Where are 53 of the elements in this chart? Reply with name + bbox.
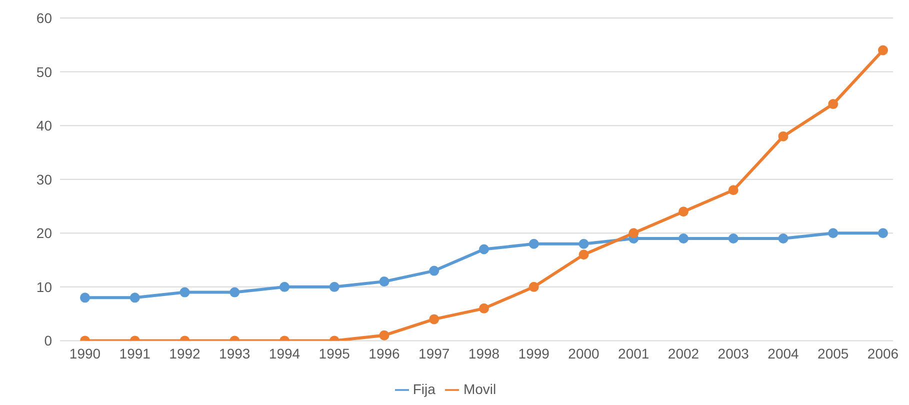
legend-label: Fija: [412, 380, 436, 397]
point: [678, 206, 688, 217]
point: [329, 282, 340, 292]
point: [528, 238, 539, 249]
point: [778, 131, 788, 142]
point: [628, 228, 639, 238]
point: [578, 250, 589, 260]
x-tick-label: 2000: [568, 346, 600, 362]
point: [778, 234, 788, 244]
x-tick-label: 2004: [768, 346, 800, 362]
x-tick-label: 1997: [418, 346, 450, 362]
y-tick-label: 60: [36, 10, 52, 26]
y-tick-label: 20: [36, 225, 52, 242]
point: [528, 282, 539, 292]
point: [828, 228, 838, 238]
x-tick-label: 1999: [518, 346, 550, 362]
point: [379, 276, 390, 287]
point: [728, 185, 738, 196]
point: [479, 303, 489, 314]
point: [878, 228, 888, 238]
x-tick-label: 2006: [867, 346, 899, 362]
x-tick-label: 2001: [618, 346, 650, 362]
point: [479, 244, 489, 254]
point: [230, 287, 240, 298]
point: [828, 99, 838, 110]
point: [379, 330, 390, 340]
point: [180, 287, 190, 298]
x-tick-label: 2002: [668, 346, 700, 362]
x-tick-label: 1990: [69, 346, 101, 362]
point: [429, 314, 440, 324]
legend-label: Movil: [463, 380, 496, 397]
x-tick-label: 1993: [219, 346, 250, 362]
x-tick-label: 1995: [318, 346, 350, 362]
y-tick-label: 40: [36, 118, 52, 134]
y-tick-label: 0: [44, 332, 52, 349]
x-tick-label: 1998: [468, 346, 500, 362]
x-tick-label: 2005: [818, 346, 849, 362]
point: [80, 292, 90, 303]
point: [878, 45, 888, 56]
x-tick-label: 1991: [119, 346, 151, 362]
x-tick-label: 1994: [268, 346, 300, 362]
point: [280, 282, 290, 292]
x-tick-label: 1996: [368, 346, 400, 362]
point: [578, 238, 589, 249]
point: [429, 266, 440, 276]
y-tick-label: 30: [36, 171, 52, 188]
point: [130, 292, 140, 303]
y-tick-label: 50: [36, 64, 52, 80]
point: [678, 234, 688, 244]
y-tick-label: 10: [36, 278, 52, 295]
x-tick-label: 1992: [169, 346, 201, 362]
x-tick-label: 2003: [718, 346, 750, 362]
point: [728, 234, 738, 244]
